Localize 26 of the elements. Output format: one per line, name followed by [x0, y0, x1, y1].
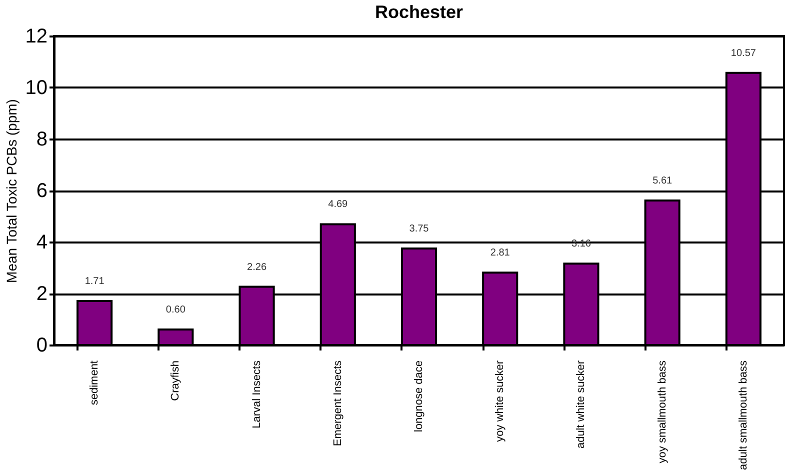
x-tick-label: Larval Insects	[250, 360, 263, 428]
data-label: 0.60	[166, 304, 186, 316]
y-tick-label: 0	[36, 334, 48, 356]
y-axis-title: Mean Total Toxic PCBs (ppm)	[3, 99, 20, 283]
y-tick-label: 6	[36, 180, 48, 202]
x-tick-label: yoy smallmouth bass	[656, 360, 668, 464]
x-tick-label: yoy white sucker	[494, 360, 506, 442]
x-tick-label: longnose dace	[413, 360, 425, 432]
x-tick-label: adult smallmouth bass	[737, 360, 750, 470]
data-label: 4.69	[328, 199, 348, 210]
y-tick-label: 8	[36, 128, 48, 150]
y-tick-label: 4	[36, 232, 48, 254]
data-label: 2.26	[247, 262, 267, 273]
y-tick-label: 12	[25, 26, 48, 48]
x-tick-label: Emergent Insects	[332, 360, 344, 446]
y-tick-label: 2	[36, 283, 48, 305]
data-label: 5.61	[652, 176, 672, 187]
y-tick-label: 10	[25, 77, 48, 99]
chart-title: Rochester	[374, 2, 464, 22]
data-label: 3.75	[409, 223, 430, 234]
x-tick-label: adult white sucker	[575, 360, 588, 449]
data-label: 2.81	[490, 248, 510, 259]
x-tick-label: Crayfish	[170, 360, 182, 401]
data-label: 1.71	[84, 276, 105, 287]
data-label: 10.57	[730, 48, 756, 59]
x-tick-label: sediment	[88, 360, 101, 406]
